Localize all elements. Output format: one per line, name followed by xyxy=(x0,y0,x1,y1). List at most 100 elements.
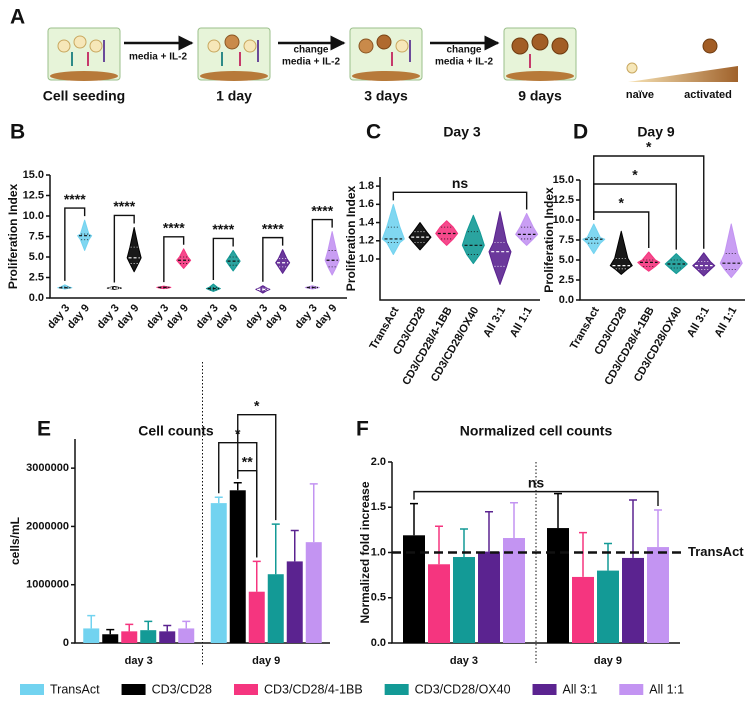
significance-label: * xyxy=(632,167,638,183)
legend-label: CD3/CD28/OX40 xyxy=(415,682,511,696)
error-bar xyxy=(144,620,153,631)
significance-label: * xyxy=(646,139,652,155)
error-bar xyxy=(435,525,443,565)
error-bar xyxy=(510,501,518,539)
error-bar xyxy=(309,483,318,543)
significance-label: **** xyxy=(212,221,234,237)
bar xyxy=(178,628,195,643)
x-tick-label: day 3 xyxy=(450,655,478,667)
chart-title: Cell counts xyxy=(138,423,214,439)
x-tick-label: All 1:1 xyxy=(508,305,535,340)
violin xyxy=(205,283,221,292)
well xyxy=(349,27,423,81)
bar xyxy=(453,557,475,643)
bar xyxy=(305,542,322,643)
y-tick-label: 15.0 xyxy=(23,169,44,181)
y-tick-label: 2.0 xyxy=(371,456,386,468)
bar xyxy=(248,591,265,643)
bar xyxy=(83,628,100,643)
bar xyxy=(647,547,669,643)
arrow-label: media + IL-2 xyxy=(129,52,188,63)
axis xyxy=(379,177,540,301)
y-axis-label: Proliferation Index xyxy=(344,186,358,292)
y-tick-label: 2.5 xyxy=(29,271,44,283)
error-bar xyxy=(290,529,299,562)
significance-label: **** xyxy=(64,191,86,207)
bar xyxy=(403,535,425,643)
violin xyxy=(176,248,192,269)
significance-bracket xyxy=(392,191,528,210)
y-tick-label: 1.0 xyxy=(371,546,386,558)
y-tick-label: 1.6 xyxy=(359,198,374,210)
y-tick-label: 0.0 xyxy=(559,294,574,306)
x-tick-label: day 9 xyxy=(312,302,339,331)
y-tick-label: 0.5 xyxy=(371,592,386,604)
significance-bracket xyxy=(212,237,234,281)
error-bar xyxy=(654,509,662,548)
significance-bracket xyxy=(163,236,185,283)
violin xyxy=(637,251,661,272)
violin xyxy=(609,230,633,275)
x-tick-label: day 9 xyxy=(65,302,92,331)
chart-title: Day 3 xyxy=(443,124,481,140)
legend-swatch xyxy=(532,684,557,695)
legend-swatch xyxy=(619,684,644,695)
violin xyxy=(488,211,512,286)
bar xyxy=(102,634,119,643)
x-tick-label: All 3:1 xyxy=(685,305,712,340)
y-axis-label: Proliferation Index xyxy=(6,184,20,290)
violin xyxy=(664,253,688,275)
violin xyxy=(719,223,743,279)
x-tick-label: day 9 xyxy=(252,655,280,667)
error-bar xyxy=(106,628,115,635)
violin xyxy=(582,223,606,255)
y-tick-label: 7.5 xyxy=(559,234,574,246)
y-tick-label: 1.4 xyxy=(359,216,375,228)
significance-label: **** xyxy=(262,220,284,236)
significance-bracket xyxy=(237,414,277,521)
panel-letter: F xyxy=(356,418,369,441)
error-bar xyxy=(554,492,562,529)
y-tick-label: 0.0 xyxy=(371,637,386,649)
activated-cell xyxy=(702,38,718,54)
y-tick-label: 1.0 xyxy=(359,253,374,265)
chart-title: Normalized cell counts xyxy=(460,423,613,439)
y-tick-label: 0.0 xyxy=(29,292,44,304)
step-label: 1 day xyxy=(216,88,252,104)
legend-swatch xyxy=(20,684,44,695)
legend-label: TransAct xyxy=(50,682,100,696)
bar xyxy=(229,490,246,643)
error-bar xyxy=(182,620,191,629)
x-tick-label: All 3:1 xyxy=(481,305,508,340)
y-axis-label: Normalized fold increase xyxy=(358,481,372,623)
bar xyxy=(286,561,303,643)
panel-letter: B xyxy=(10,121,25,144)
y-tick-label: 12.5 xyxy=(553,194,574,206)
bar xyxy=(210,503,227,643)
bar xyxy=(121,631,138,643)
bar xyxy=(547,528,569,643)
bar xyxy=(159,631,176,643)
x-tick-label: day 9 xyxy=(594,655,622,667)
significance-bracket xyxy=(593,183,677,250)
error-bar xyxy=(410,502,418,536)
y-tick-label: 10.0 xyxy=(553,214,574,226)
error-bar xyxy=(271,523,280,575)
error-bar xyxy=(214,496,223,504)
bar xyxy=(140,630,157,643)
panel-letter: E xyxy=(37,418,51,441)
x-tick-label: CD3/CD28/4-1BB xyxy=(602,305,656,387)
activation-ramp xyxy=(628,66,738,82)
step-label: 3 days xyxy=(364,88,408,104)
x-tick-label: day 9 xyxy=(213,302,240,331)
well xyxy=(47,27,121,81)
significance-label: * xyxy=(619,195,625,211)
reference-label: TransAct xyxy=(688,544,744,559)
violin xyxy=(381,203,405,255)
legend: TransAct CD3/CD28 CD3/CD28/4-1BB CD3/CD28/O… xyxy=(20,682,684,696)
bar xyxy=(622,557,644,643)
panel-letter: A xyxy=(10,6,25,29)
y-tick-label: 2.5 xyxy=(559,274,574,286)
error-bar xyxy=(252,560,261,592)
